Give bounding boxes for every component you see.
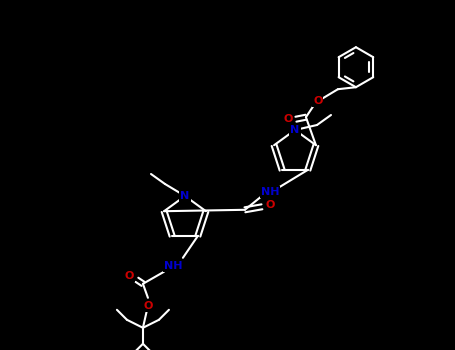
Text: O: O	[265, 200, 275, 210]
Text: NH: NH	[261, 187, 279, 197]
Text: O: O	[124, 271, 134, 281]
Text: N: N	[180, 191, 190, 201]
Text: N: N	[290, 125, 300, 135]
Text: O: O	[313, 96, 323, 106]
Text: NH: NH	[164, 261, 182, 271]
Text: O: O	[283, 114, 293, 124]
Text: O: O	[143, 301, 152, 311]
